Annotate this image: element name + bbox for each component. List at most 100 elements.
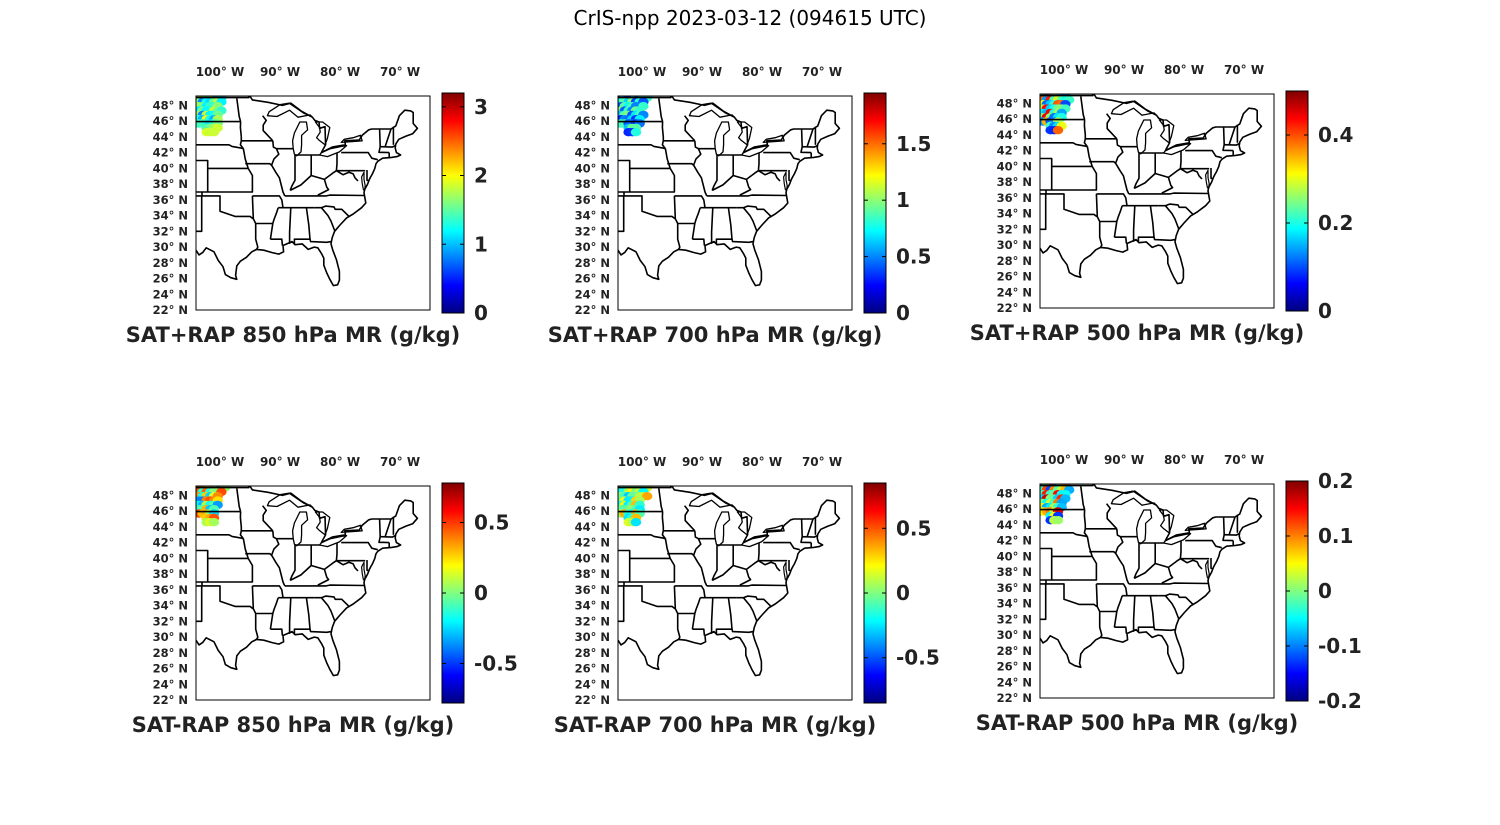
lat-tick-label: 34° N bbox=[575, 599, 610, 613]
great-lake bbox=[713, 121, 731, 157]
state-border bbox=[618, 195, 625, 233]
lon-tick-label: 70° W bbox=[1224, 453, 1264, 467]
lat-tick-label: 46° N bbox=[997, 112, 1032, 126]
state-border bbox=[763, 541, 800, 551]
state-border bbox=[618, 585, 676, 610]
state-border bbox=[1164, 595, 1180, 619]
state-border bbox=[341, 151, 378, 161]
state-border bbox=[692, 530, 708, 587]
great-lake bbox=[1110, 100, 1158, 116]
map-svg: 100° W 90° W 80° W 70° W 48° N 46° N 44° N 42° … bbox=[126, 65, 488, 347]
map-svg: 100° W 90° W 80° W 70° W 48° N 46° N 44° N 42° … bbox=[976, 453, 1362, 735]
state-border bbox=[289, 155, 296, 191]
state-border bbox=[661, 511, 667, 540]
lat-tick-label: 30° N bbox=[997, 238, 1032, 252]
state-border bbox=[1153, 237, 1176, 242]
state-border bbox=[1132, 595, 1136, 632]
state-border bbox=[1095, 583, 1103, 638]
state-border bbox=[239, 511, 245, 540]
lat-tick-label: 36° N bbox=[997, 581, 1032, 595]
lon-tick-label: 70° W bbox=[380, 455, 420, 469]
great-lake bbox=[318, 534, 348, 548]
state-border bbox=[284, 194, 365, 197]
lat-tick-label: 40° N bbox=[153, 551, 188, 565]
lat-tick-label: 44° N bbox=[997, 128, 1032, 142]
map-outlines bbox=[1040, 94, 1263, 285]
state-border bbox=[757, 152, 760, 171]
us-coastline bbox=[1040, 94, 1263, 285]
state-border bbox=[288, 597, 292, 634]
great-lake bbox=[1184, 522, 1207, 532]
state-border bbox=[661, 121, 667, 150]
lat-tick-label: 22° N bbox=[575, 303, 610, 317]
state-border bbox=[289, 564, 330, 586]
colorbar-tick-label: 0 bbox=[1318, 299, 1332, 323]
state-border bbox=[272, 207, 279, 224]
lat-tick-label: 44° N bbox=[153, 520, 188, 534]
state-border bbox=[270, 238, 284, 246]
state-border bbox=[1116, 205, 1123, 222]
state-border bbox=[806, 128, 814, 148]
map-svg: 100° W 90° W 80° W 70° W 48° N 46° N 44° N 42° … bbox=[548, 65, 932, 347]
state-border bbox=[691, 613, 696, 630]
lat-tick-label: 40° N bbox=[153, 161, 188, 175]
lat-tick-label: 26° N bbox=[575, 272, 610, 286]
chesapeake-bay bbox=[361, 171, 366, 191]
us-coastline bbox=[618, 96, 841, 287]
state-border bbox=[618, 195, 676, 220]
state-border bbox=[618, 549, 671, 560]
colorbar-tick-label: 2 bbox=[474, 164, 488, 188]
lat-tick-label: 40° N bbox=[575, 161, 610, 175]
lat-tick-label: 36° N bbox=[575, 193, 610, 207]
state-border bbox=[1105, 113, 1118, 140]
state-border bbox=[1164, 205, 1180, 229]
state-border bbox=[1080, 96, 1086, 120]
state-border bbox=[618, 159, 671, 170]
state-border bbox=[1210, 168, 1214, 180]
panel-title: SAT-RAP 700 hPa MR (g/kg) bbox=[554, 713, 877, 737]
lat-tick-label: 26° N bbox=[153, 272, 188, 286]
lat-tick-label: 32° N bbox=[575, 614, 610, 628]
state-border bbox=[710, 597, 714, 634]
panel-title: SAT-RAP 850 hPa MR (g/kg) bbox=[132, 713, 455, 737]
great-lake bbox=[688, 492, 736, 508]
great-lake bbox=[1158, 509, 1175, 534]
state-border bbox=[270, 140, 286, 197]
lat-tick-label: 28° N bbox=[153, 646, 188, 660]
state-border bbox=[378, 534, 396, 544]
figure-title: CrIS-npp 2023-03-12 (094615 UTC) bbox=[573, 6, 927, 30]
panel-title: SAT+RAP 500 hPa MR (g/kg) bbox=[970, 321, 1304, 345]
state-border bbox=[366, 170, 370, 182]
map-outlines bbox=[618, 486, 841, 677]
state-border bbox=[711, 155, 718, 191]
state-border bbox=[270, 530, 286, 587]
lat-tick-label: 28° N bbox=[997, 644, 1032, 658]
state-border bbox=[788, 170, 792, 182]
state-border bbox=[618, 167, 676, 193]
state-border bbox=[664, 148, 671, 169]
state-border bbox=[270, 628, 284, 636]
chesapeake-bay bbox=[1205, 559, 1210, 579]
state-border bbox=[1222, 126, 1225, 145]
state-border bbox=[1040, 165, 1098, 191]
lon-tick-label: 90° W bbox=[1104, 63, 1144, 77]
lon-tick-label: 80° W bbox=[1164, 453, 1204, 467]
lat-tick-label: 22° N bbox=[997, 691, 1032, 705]
colorbar-tick-label: 0.2 bbox=[1318, 469, 1353, 493]
state-border bbox=[320, 207, 336, 231]
colorbar-tick-label: 0 bbox=[474, 301, 488, 325]
panel-title: SAT+RAP 700 hPa MR (g/kg) bbox=[548, 323, 882, 347]
swath-cell bbox=[1052, 126, 1064, 135]
state-border bbox=[242, 538, 249, 559]
lat-tick-label: 32° N bbox=[153, 224, 188, 238]
great-lake bbox=[266, 102, 314, 118]
state-border bbox=[378, 518, 381, 537]
great-lake bbox=[1135, 119, 1153, 155]
colorbar-tick-label: 1 bbox=[896, 188, 910, 212]
state-border bbox=[196, 167, 254, 193]
state-border bbox=[320, 597, 336, 621]
great-lake bbox=[340, 524, 363, 534]
state-border bbox=[1114, 138, 1130, 195]
lat-tick-label: 30° N bbox=[575, 240, 610, 254]
state-border bbox=[272, 597, 279, 614]
